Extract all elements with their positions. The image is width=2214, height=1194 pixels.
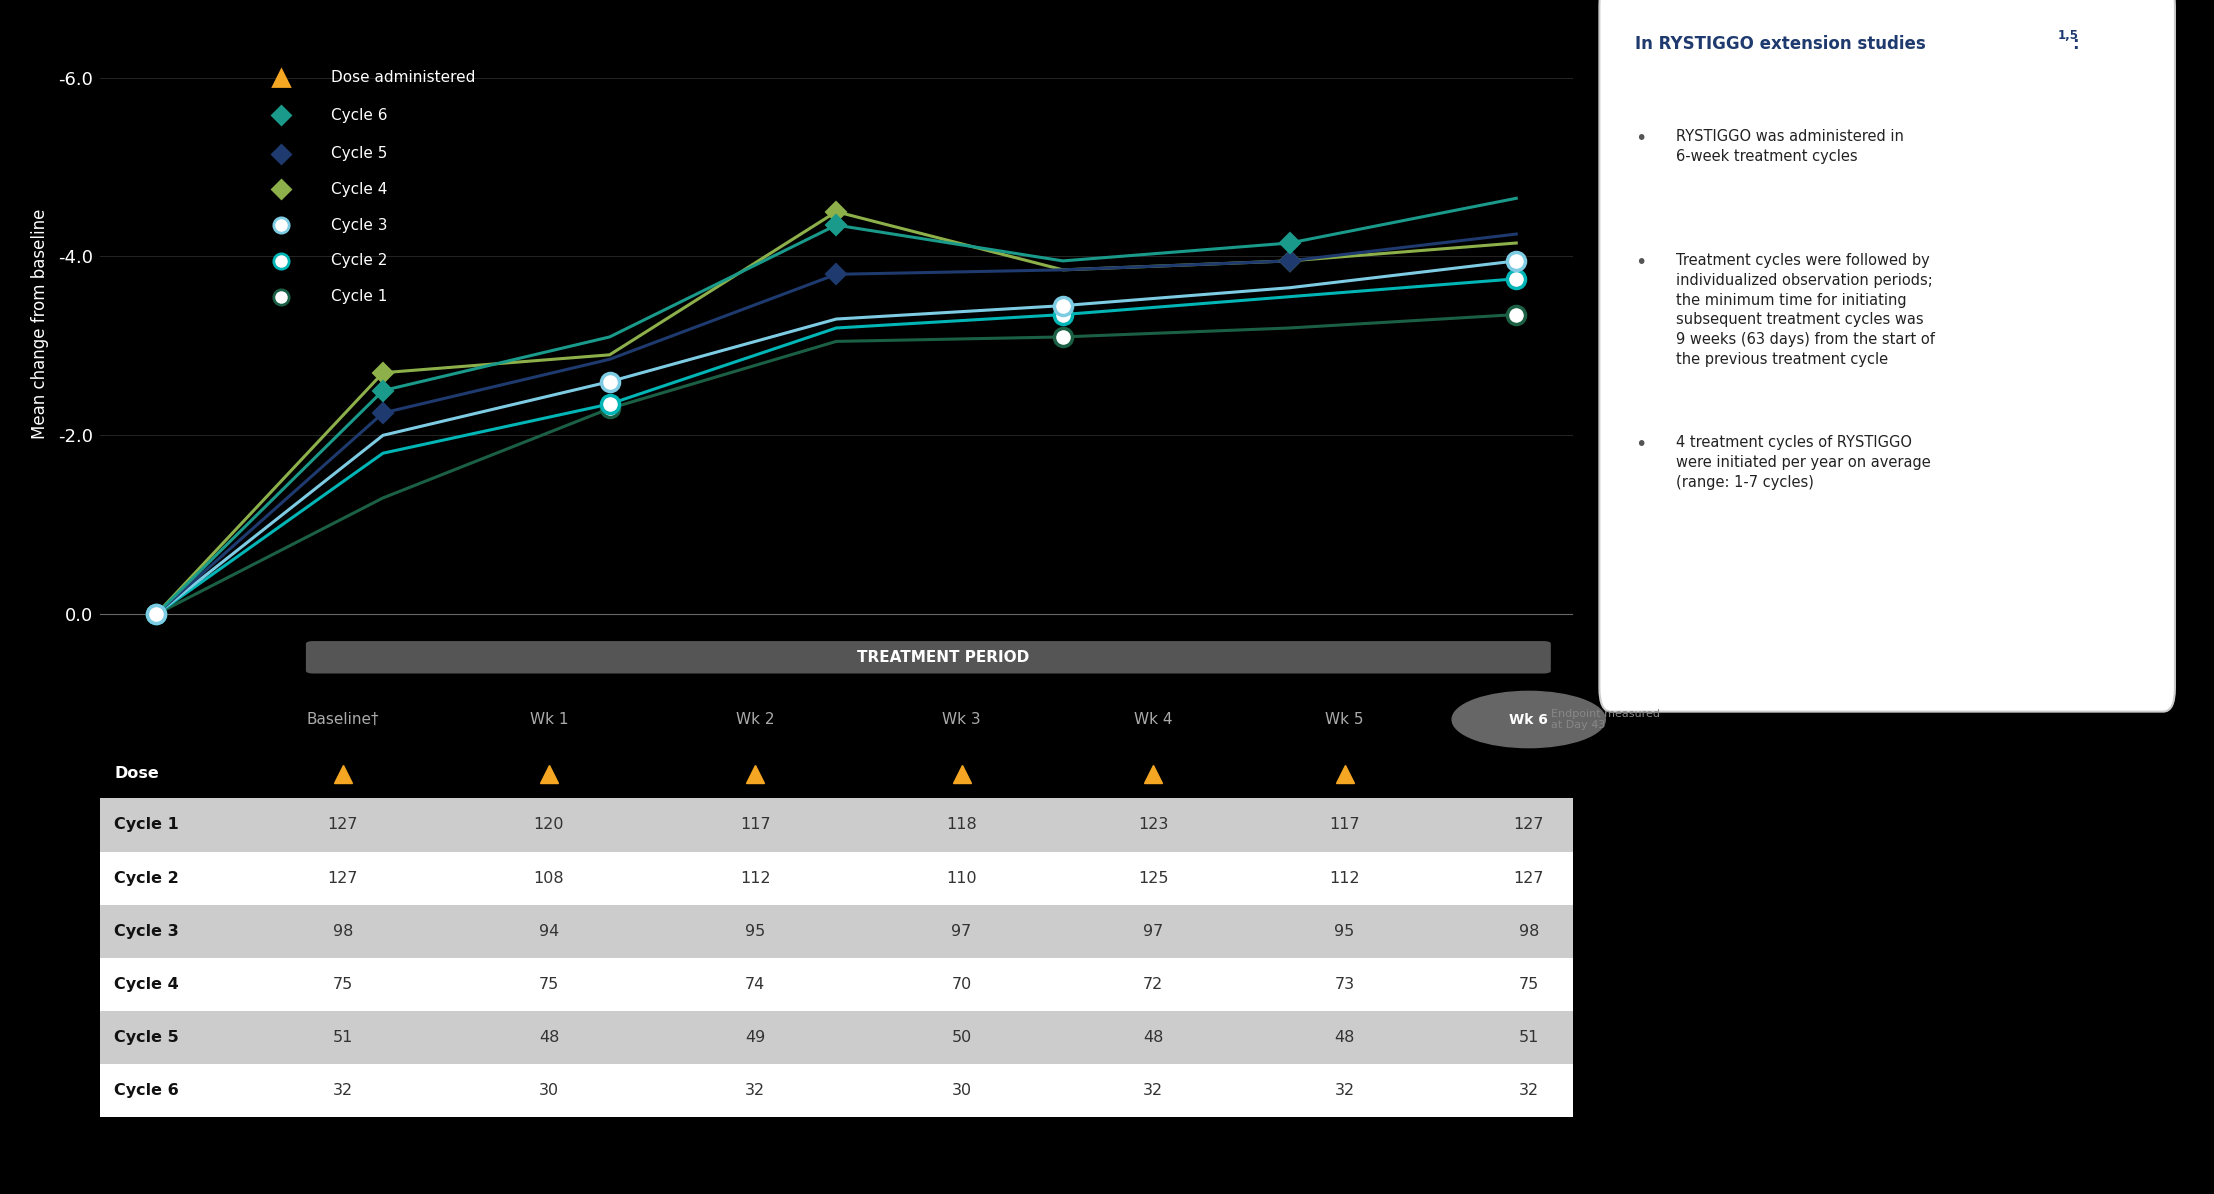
Text: Endpoint measured
at Day 43: Endpoint measured at Day 43 <box>1550 709 1660 731</box>
Text: 50: 50 <box>952 1029 972 1045</box>
Text: 118: 118 <box>945 818 976 832</box>
Y-axis label: Mean change from baseline: Mean change from baseline <box>31 208 49 438</box>
Text: 74: 74 <box>746 977 766 991</box>
Text: 32: 32 <box>746 1083 766 1097</box>
Text: 49: 49 <box>746 1029 766 1045</box>
Text: 94: 94 <box>538 923 560 938</box>
Text: 72: 72 <box>1142 977 1162 991</box>
Text: Treatment cycles were followed by
individualized observation periods;
the minimu: Treatment cycles were followed by indivi… <box>1676 253 1935 367</box>
Text: 32: 32 <box>1142 1083 1162 1097</box>
FancyBboxPatch shape <box>100 1010 1572 1064</box>
FancyBboxPatch shape <box>100 958 1572 1010</box>
Text: 127: 127 <box>1514 818 1543 832</box>
Text: 70: 70 <box>952 977 972 991</box>
Text: Cycle 4: Cycle 4 <box>330 181 387 197</box>
Text: Wk 1: Wk 1 <box>529 712 569 727</box>
FancyBboxPatch shape <box>100 905 1572 958</box>
Text: 30: 30 <box>538 1083 560 1097</box>
Text: Cycle 1: Cycle 1 <box>115 818 179 832</box>
Text: 75: 75 <box>538 977 560 991</box>
Circle shape <box>1452 691 1605 747</box>
Text: •: • <box>1634 253 1645 272</box>
Text: 32: 32 <box>1335 1083 1355 1097</box>
Text: 95: 95 <box>1335 923 1355 938</box>
Text: Baseline†: Baseline† <box>306 712 379 727</box>
Text: 123: 123 <box>1138 818 1169 832</box>
Text: 120: 120 <box>534 818 565 832</box>
Text: •: • <box>1634 129 1645 148</box>
Text: TREATMENT PERIOD: TREATMENT PERIOD <box>857 650 1030 665</box>
Text: 73: 73 <box>1335 977 1355 991</box>
Text: Cycle 6: Cycle 6 <box>330 107 387 123</box>
Text: Cycle 6: Cycle 6 <box>115 1083 179 1097</box>
Text: Dose: Dose <box>115 767 159 781</box>
Text: Cycle 4: Cycle 4 <box>115 977 179 991</box>
FancyBboxPatch shape <box>306 641 1550 673</box>
Text: 32: 32 <box>332 1083 352 1097</box>
Text: Wk 2: Wk 2 <box>735 712 775 727</box>
Text: Cycle 2: Cycle 2 <box>115 870 179 886</box>
Text: 127: 127 <box>328 870 359 886</box>
Text: •: • <box>1634 436 1645 454</box>
Text: 48: 48 <box>1335 1029 1355 1045</box>
Text: Wk 4: Wk 4 <box>1134 712 1171 727</box>
Text: 1,5: 1,5 <box>2057 30 2079 43</box>
FancyBboxPatch shape <box>100 1064 1572 1116</box>
Text: 112: 112 <box>739 870 770 886</box>
Text: RYSTIGGO was administered in
6-week treatment cycles: RYSTIGGO was administered in 6-week trea… <box>1676 129 1904 165</box>
Text: Wk 3: Wk 3 <box>943 712 981 727</box>
Text: 98: 98 <box>332 923 352 938</box>
Text: 112: 112 <box>1328 870 1359 886</box>
Text: 117: 117 <box>1328 818 1359 832</box>
Text: 110: 110 <box>945 870 976 886</box>
Text: 48: 48 <box>538 1029 560 1045</box>
Text: 51: 51 <box>1519 1029 1539 1045</box>
Text: 97: 97 <box>952 923 972 938</box>
Text: 4 treatment cycles of RYSTIGGO
were initiated per year on average
(range: 1-7 cy: 4 treatment cycles of RYSTIGGO were init… <box>1676 436 1931 490</box>
Text: 98: 98 <box>1519 923 1539 938</box>
Text: Cycle 3: Cycle 3 <box>115 923 179 938</box>
Text: In RYSTIGGO extension studies: In RYSTIGGO extension studies <box>1634 36 1926 54</box>
Text: 30: 30 <box>952 1083 972 1097</box>
Text: 75: 75 <box>1519 977 1539 991</box>
FancyBboxPatch shape <box>100 799 1572 851</box>
Text: Cycle 5: Cycle 5 <box>330 146 387 161</box>
Text: Cycle 3: Cycle 3 <box>330 217 387 233</box>
Text: Cycle 2: Cycle 2 <box>330 253 387 269</box>
FancyBboxPatch shape <box>1599 0 2174 712</box>
Text: 51: 51 <box>332 1029 352 1045</box>
Text: Cycle 1: Cycle 1 <box>330 289 387 304</box>
Text: 48: 48 <box>1142 1029 1162 1045</box>
Text: Cycle 5: Cycle 5 <box>115 1029 179 1045</box>
Text: 127: 127 <box>328 818 359 832</box>
FancyBboxPatch shape <box>100 851 1572 905</box>
Text: 108: 108 <box>534 870 565 886</box>
Text: 95: 95 <box>746 923 766 938</box>
Text: 117: 117 <box>739 818 770 832</box>
Text: 75: 75 <box>332 977 352 991</box>
Text: 32: 32 <box>1519 1083 1539 1097</box>
Text: 125: 125 <box>1138 870 1169 886</box>
Text: Wk 5: Wk 5 <box>1326 712 1364 727</box>
Text: 97: 97 <box>1142 923 1162 938</box>
Text: Dose administered: Dose administered <box>330 70 476 85</box>
Text: 127: 127 <box>1514 870 1543 886</box>
Text: :: : <box>2072 36 2079 54</box>
Text: Wk 6: Wk 6 <box>1510 713 1548 726</box>
